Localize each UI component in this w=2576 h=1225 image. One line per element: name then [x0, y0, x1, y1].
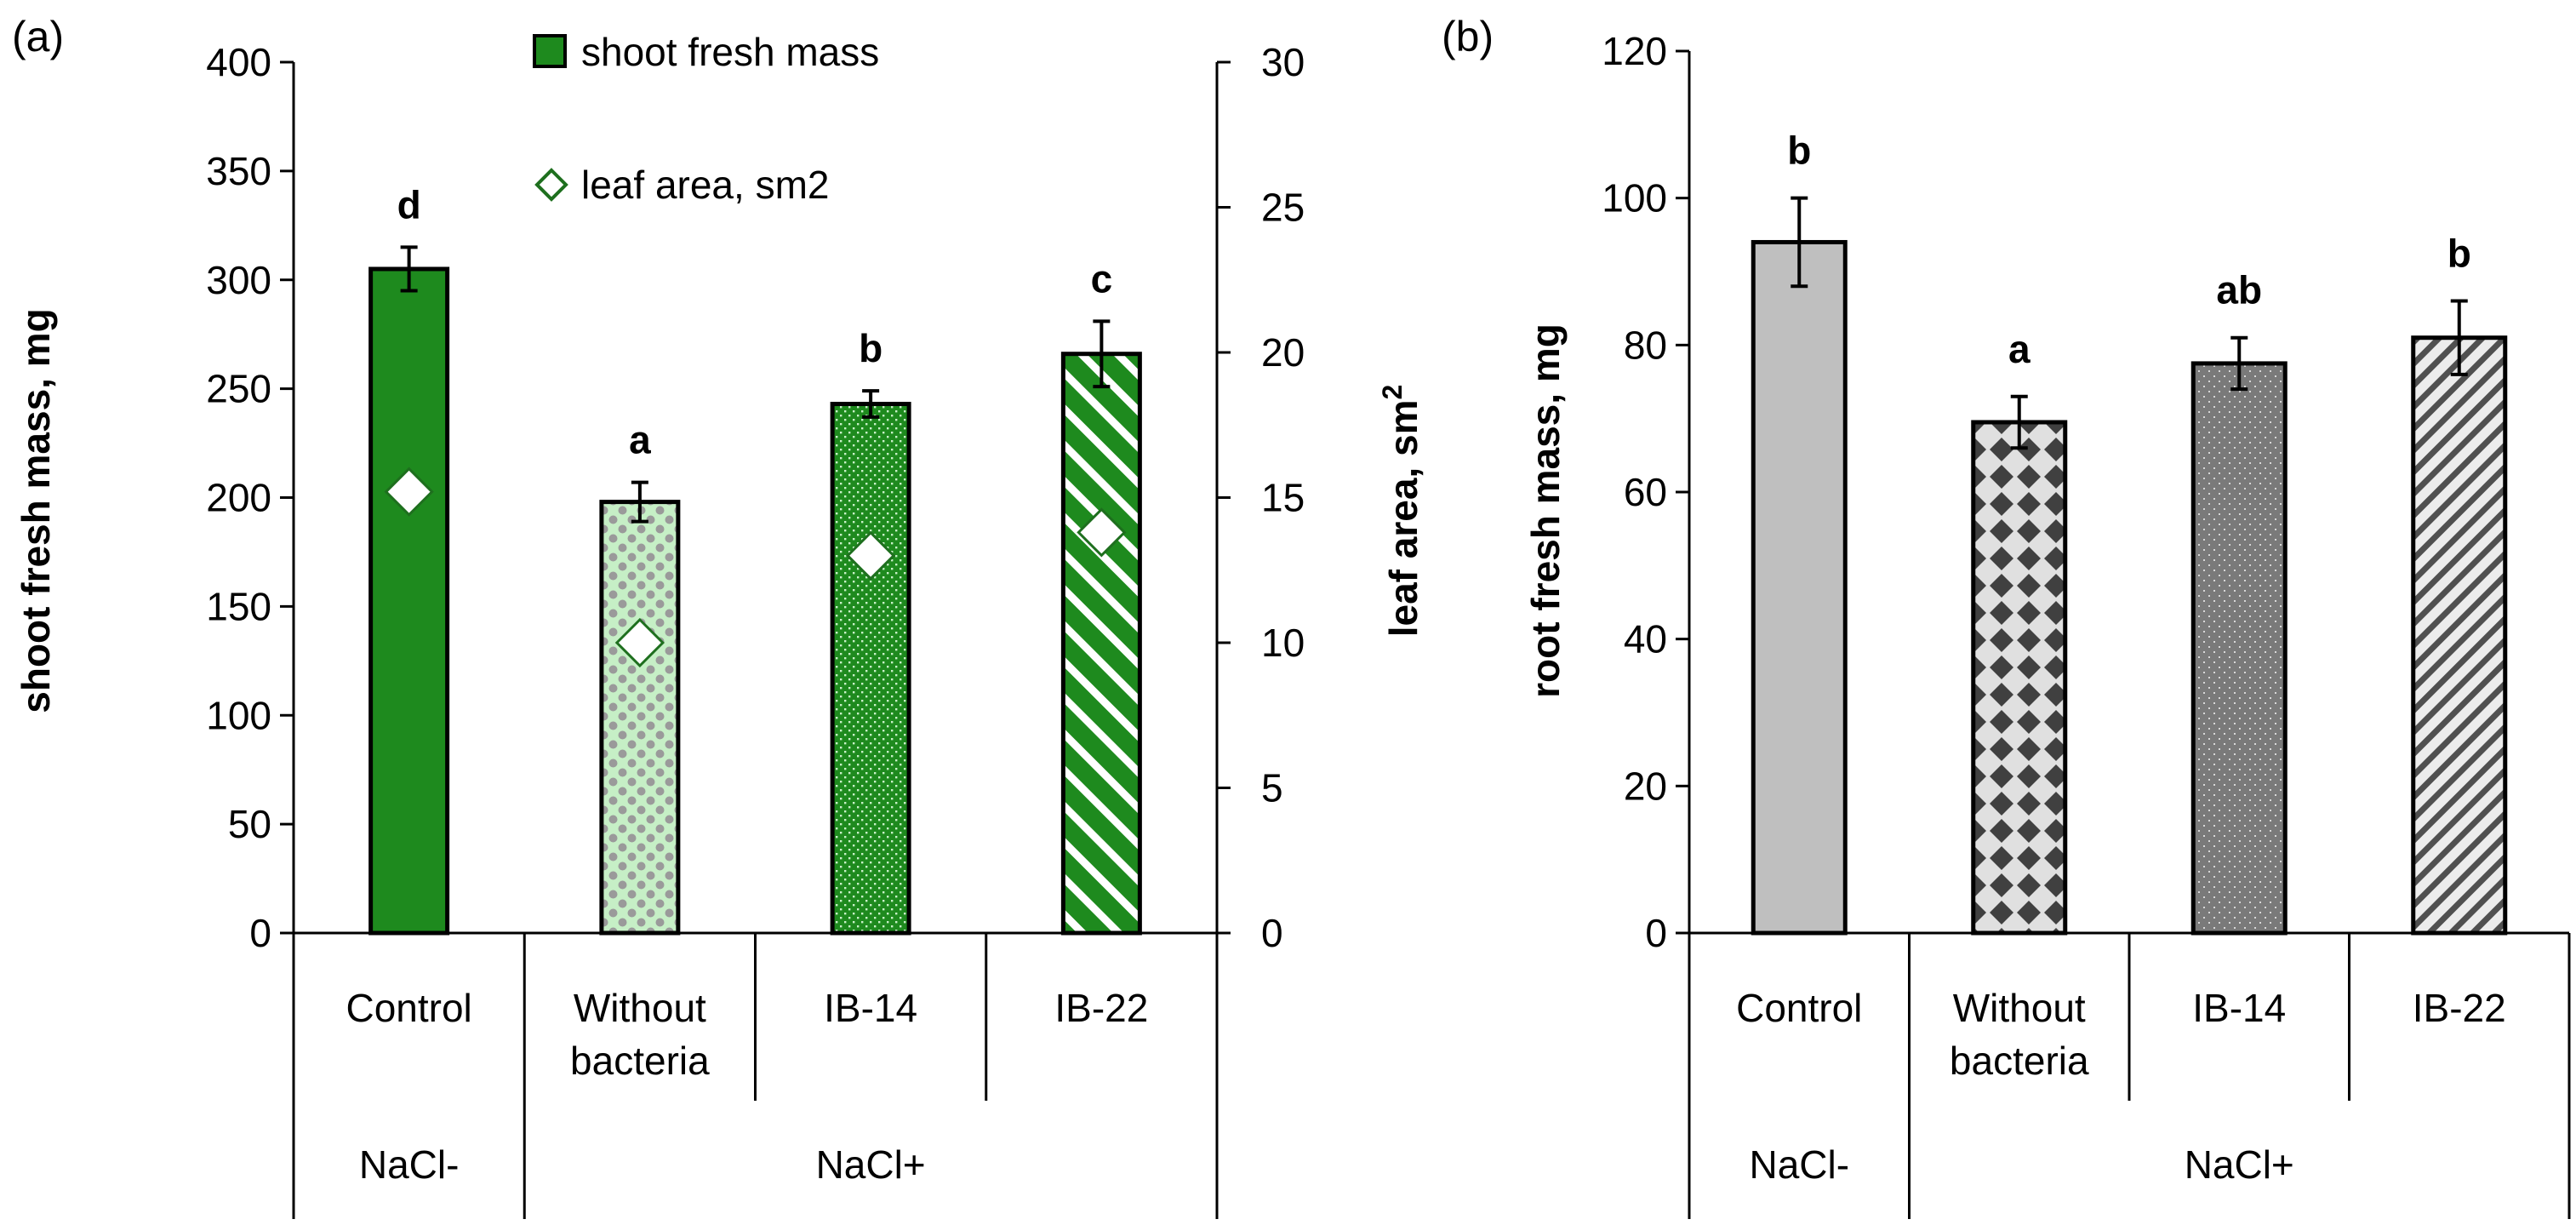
- a-y-tick-label-100: 100: [206, 693, 271, 737]
- b-y-tick-label-80: 80: [1624, 323, 1667, 367]
- a-group-label-nacl: NaCl+: [816, 1142, 926, 1187]
- b-category-label-line: Control: [1736, 986, 1862, 1030]
- b-y-tick-label-40: 40: [1624, 617, 1667, 661]
- b-bar-ib-14: [2190, 361, 2288, 936]
- panel-a-label: (a): [12, 13, 64, 60]
- a-leaf-area-marker-without-bacteria: [614, 617, 665, 668]
- b-bar-ib-22: [2411, 335, 2508, 936]
- b-group-label-nacl: NaCl+: [2185, 1142, 2294, 1187]
- b-y-tick-label-100: 100: [1602, 176, 1667, 220]
- panel-a-error-bars: [400, 245, 1111, 524]
- a-category-label-line: Control: [346, 986, 471, 1030]
- panel-a-legend: shoot fresh mass leaf area, sm2: [533, 30, 879, 207]
- panel-a-y2-axis-label-text: leaf area, sm: [1381, 400, 1425, 638]
- a-bar-ib-14: [830, 402, 911, 936]
- b-y-tick-label-120: 120: [1602, 29, 1667, 73]
- a-leaf-area-marker-control: [384, 467, 434, 517]
- a-significance-ib-22: c: [1091, 256, 1113, 301]
- b-category-label-control: Control: [1736, 986, 1862, 1030]
- legend-shoot-fresh-mass-swatch: [533, 34, 567, 68]
- b-group-label-nacl: NaCl-: [1749, 1142, 1849, 1187]
- b-bar-control: [1751, 239, 1848, 936]
- panel-a-y2-axis-label: leaf area, sm2: [1377, 385, 1425, 638]
- a-y-tick-label-400: 400: [206, 40, 271, 84]
- b-significance-ib-14: ab: [2216, 268, 2262, 312]
- panel-b-label: (b): [1442, 13, 1494, 60]
- b-y-tick-label-20: 20: [1624, 764, 1667, 808]
- a-y2-tick-label-0: 0: [1261, 911, 1283, 955]
- panel-a-category-axis: Control Without bacteria IB-14 IB-22 NaCl- NaC…: [292, 931, 1219, 1219]
- a-group-label-nacl: NaCl-: [359, 1142, 460, 1187]
- a-category-label-line: Without: [574, 986, 706, 1030]
- a-y-tick-label-350: 350: [206, 149, 271, 193]
- panel-b: (b) b a ab b 0 20 40 60 80 100 120 Control Without…: [1442, 13, 2571, 1219]
- a-y-tick-label-150: 150: [206, 584, 271, 628]
- legend-shoot-fresh-mass-label: shoot fresh mass: [581, 30, 879, 74]
- a-bar-control: [368, 266, 450, 936]
- b-bar-without-bacteria: [1971, 420, 2068, 936]
- panel-a: (a) d a b c 0 50 100 150 200 250 300 350 400 0 5 10 15…: [12, 13, 1425, 1219]
- a-y-tick-label-50: 50: [228, 802, 271, 846]
- a-y-tick-label-300: 300: [206, 258, 271, 302]
- a-y-tick-label-200: 200: [206, 476, 271, 520]
- a-y2-tick-label-15: 15: [1261, 476, 1305, 520]
- a-y2-tick-label-20: 20: [1261, 330, 1305, 375]
- panel-a-right-axis: 0 5 10 15 20 25 30: [1215, 40, 1305, 955]
- b-category-label-line: IB-14: [2192, 986, 2286, 1030]
- a-significance-control: d: [397, 182, 421, 226]
- panel-b-bars: [1751, 239, 2508, 936]
- panel-b-error-bars: [1791, 196, 2468, 450]
- b-category-label-ib-14: IB-14: [2192, 986, 2286, 1030]
- panel-a-left-axis: 0 50 100 150 200 250 300 350 400: [206, 40, 295, 955]
- panel-b-y-axis-label: root fresh mass, mg: [1523, 323, 1568, 698]
- a-bar-ib-22: [1060, 352, 1142, 936]
- a-y2-tick-label-5: 5: [1261, 766, 1283, 810]
- a-category-label-ib-14: IB-14: [824, 986, 917, 1030]
- legend-leaf-area-label: leaf area, sm2: [581, 163, 829, 207]
- b-y-tick-label-60: 60: [1624, 470, 1667, 514]
- panel-b-category-axis: Control Without bacteria IB-14 IB-22 NaCl- NaC…: [1688, 931, 2571, 1219]
- legend-leaf-area-marker: [534, 168, 568, 202]
- panel-b-left-axis: 0 20 40 60 80 100 120: [1602, 29, 1691, 955]
- b-category-label-line: Without: [1953, 986, 2086, 1030]
- a-category-label-control: Control: [346, 986, 471, 1030]
- a-y2-tick-label-30: 30: [1261, 40, 1305, 84]
- a-category-label-line: bacteria: [570, 1039, 710, 1083]
- panel-a-leaf-area-points: [384, 467, 1127, 668]
- a-significance-ib-14: b: [859, 326, 882, 370]
- a-y2-tick-label-25: 25: [1261, 186, 1305, 230]
- b-category-label-line: IB-22: [2413, 986, 2506, 1030]
- a-leaf-area-marker-ib-22: [1077, 507, 1127, 558]
- a-y-tick-label-0: 0: [249, 911, 271, 955]
- panel-a-y-axis-label: shoot fresh mass, mg: [14, 308, 58, 713]
- a-category-label-line: IB-22: [1054, 986, 1148, 1030]
- a-leaf-area-marker-ib-14: [846, 530, 896, 581]
- b-y-tick-label-0: 0: [1645, 911, 1667, 955]
- b-significance-without-bacteria: a: [2008, 327, 2031, 371]
- a-bar-without-bacteria: [599, 500, 681, 936]
- b-significance-ib-22: b: [2447, 232, 2471, 276]
- panel-a-significance-labels: d a b c: [397, 182, 1113, 461]
- panel-a-y2-axis-label-sup: 2: [1377, 385, 1408, 400]
- a-category-label-line: IB-14: [824, 986, 917, 1030]
- a-category-label-ib-22: IB-22: [1054, 986, 1148, 1030]
- a-y2-tick-label-10: 10: [1261, 621, 1305, 665]
- panel-b-significance-labels: b a ab b: [1787, 129, 2471, 371]
- a-category-label-without-bacteria: Without bacteria: [570, 986, 710, 1083]
- b-category-label-line: bacteria: [1950, 1039, 2089, 1083]
- b-category-label-ib-22: IB-22: [2413, 986, 2506, 1030]
- panel-a-bars: [368, 266, 1142, 936]
- a-y-tick-label-250: 250: [206, 367, 271, 411]
- b-category-label-without-bacteria: Without bacteria: [1950, 986, 2089, 1083]
- b-significance-control: b: [1787, 129, 1811, 173]
- a-significance-without-bacteria: a: [629, 418, 651, 462]
